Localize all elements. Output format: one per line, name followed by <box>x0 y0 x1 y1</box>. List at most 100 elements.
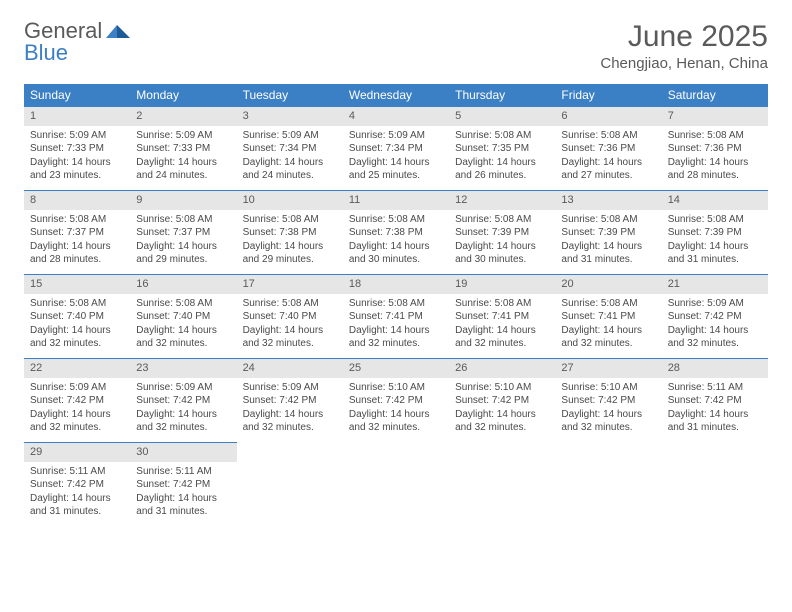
daylight-line: Daylight: 14 hours and 32 minutes. <box>455 408 549 435</box>
calendar-week-row: 1Sunrise: 5:09 AMSunset: 7:33 PMDaylight… <box>24 107 768 191</box>
day-number: 4 <box>343 107 449 126</box>
sunset-line: Sunset: 7:41 PM <box>349 310 443 324</box>
sunrise-line: Sunrise: 5:10 AM <box>349 381 443 395</box>
day-body: Sunrise: 5:08 AMSunset: 7:40 PMDaylight:… <box>237 294 343 355</box>
sunrise-line: Sunrise: 5:08 AM <box>30 297 124 311</box>
calendar-cell: 15Sunrise: 5:08 AMSunset: 7:40 PMDayligh… <box>24 275 130 359</box>
day-number: 21 <box>662 275 768 294</box>
daylight-line: Daylight: 14 hours and 24 minutes. <box>136 156 230 183</box>
sunrise-line: Sunrise: 5:08 AM <box>136 213 230 227</box>
sunset-line: Sunset: 7:42 PM <box>349 394 443 408</box>
day-body: Sunrise: 5:09 AMSunset: 7:34 PMDaylight:… <box>343 126 449 187</box>
calendar-cell: 14Sunrise: 5:08 AMSunset: 7:39 PMDayligh… <box>662 191 768 275</box>
sunset-line: Sunset: 7:41 PM <box>455 310 549 324</box>
day-number: 25 <box>343 359 449 378</box>
sunset-line: Sunset: 7:42 PM <box>561 394 655 408</box>
day-body: Sunrise: 5:08 AMSunset: 7:36 PMDaylight:… <box>662 126 768 187</box>
day-number: 27 <box>555 359 661 378</box>
logo-text: General Blue <box>24 20 102 64</box>
logo-word-blue: Blue <box>24 40 68 65</box>
calendar-cell: 18Sunrise: 5:08 AMSunset: 7:41 PMDayligh… <box>343 275 449 359</box>
day-body: Sunrise: 5:08 AMSunset: 7:41 PMDaylight:… <box>555 294 661 355</box>
calendar-week-row: 15Sunrise: 5:08 AMSunset: 7:40 PMDayligh… <box>24 275 768 359</box>
day-body: Sunrise: 5:09 AMSunset: 7:33 PMDaylight:… <box>24 126 130 187</box>
location-text: Chengjiao, Henan, China <box>600 55 768 72</box>
day-number: 23 <box>130 359 236 378</box>
day-number: 19 <box>449 275 555 294</box>
sunset-line: Sunset: 7:42 PM <box>30 478 124 492</box>
calendar-cell <box>555 443 661 527</box>
daylight-line: Daylight: 14 hours and 31 minutes. <box>30 492 124 519</box>
calendar-cell: 4Sunrise: 5:09 AMSunset: 7:34 PMDaylight… <box>343 107 449 191</box>
calendar-cell: 10Sunrise: 5:08 AMSunset: 7:38 PMDayligh… <box>237 191 343 275</box>
day-body: Sunrise: 5:09 AMSunset: 7:33 PMDaylight:… <box>130 126 236 187</box>
sunset-line: Sunset: 7:40 PM <box>136 310 230 324</box>
weekday-header: Friday <box>555 84 661 107</box>
day-number: 13 <box>555 191 661 210</box>
daylight-line: Daylight: 14 hours and 28 minutes. <box>668 156 762 183</box>
daylight-line: Daylight: 14 hours and 32 minutes. <box>561 324 655 351</box>
day-body: Sunrise: 5:08 AMSunset: 7:36 PMDaylight:… <box>555 126 661 187</box>
sunrise-line: Sunrise: 5:09 AM <box>243 129 337 143</box>
weekday-header: Sunday <box>24 84 130 107</box>
calendar-cell: 22Sunrise: 5:09 AMSunset: 7:42 PMDayligh… <box>24 359 130 443</box>
calendar-page: General Blue June 2025 Chengjiao, Henan,… <box>0 0 792 547</box>
day-body: Sunrise: 5:09 AMSunset: 7:42 PMDaylight:… <box>662 294 768 355</box>
day-body: Sunrise: 5:09 AMSunset: 7:42 PMDaylight:… <box>130 378 236 439</box>
day-body: Sunrise: 5:08 AMSunset: 7:35 PMDaylight:… <box>449 126 555 187</box>
sunrise-line: Sunrise: 5:08 AM <box>561 297 655 311</box>
sunset-line: Sunset: 7:41 PM <box>561 310 655 324</box>
day-body: Sunrise: 5:08 AMSunset: 7:40 PMDaylight:… <box>130 294 236 355</box>
calendar-week-row: 22Sunrise: 5:09 AMSunset: 7:42 PMDayligh… <box>24 359 768 443</box>
sunset-line: Sunset: 7:35 PM <box>455 142 549 156</box>
sunset-line: Sunset: 7:42 PM <box>136 478 230 492</box>
daylight-line: Daylight: 14 hours and 30 minutes. <box>349 240 443 267</box>
day-body: Sunrise: 5:08 AMSunset: 7:37 PMDaylight:… <box>24 210 130 271</box>
sunrise-line: Sunrise: 5:11 AM <box>668 381 762 395</box>
day-body: Sunrise: 5:08 AMSunset: 7:41 PMDaylight:… <box>449 294 555 355</box>
title-block: June 2025 Chengjiao, Henan, China <box>600 20 768 72</box>
day-number: 26 <box>449 359 555 378</box>
sunrise-line: Sunrise: 5:08 AM <box>561 129 655 143</box>
calendar-cell: 11Sunrise: 5:08 AMSunset: 7:38 PMDayligh… <box>343 191 449 275</box>
calendar-cell: 26Sunrise: 5:10 AMSunset: 7:42 PMDayligh… <box>449 359 555 443</box>
sunrise-line: Sunrise: 5:11 AM <box>136 465 230 479</box>
sunrise-line: Sunrise: 5:08 AM <box>561 213 655 227</box>
weekday-header: Tuesday <box>237 84 343 107</box>
calendar-cell <box>662 443 768 527</box>
day-body: Sunrise: 5:10 AMSunset: 7:42 PMDaylight:… <box>449 378 555 439</box>
calendar-cell: 1Sunrise: 5:09 AMSunset: 7:33 PMDaylight… <box>24 107 130 191</box>
day-body: Sunrise: 5:08 AMSunset: 7:41 PMDaylight:… <box>343 294 449 355</box>
sunset-line: Sunset: 7:42 PM <box>243 394 337 408</box>
daylight-line: Daylight: 14 hours and 25 minutes. <box>349 156 443 183</box>
weekday-header: Saturday <box>662 84 768 107</box>
sunset-line: Sunset: 7:34 PM <box>349 142 443 156</box>
calendar-cell: 25Sunrise: 5:10 AMSunset: 7:42 PMDayligh… <box>343 359 449 443</box>
sunrise-line: Sunrise: 5:08 AM <box>30 213 124 227</box>
daylight-line: Daylight: 14 hours and 32 minutes. <box>668 324 762 351</box>
sunset-line: Sunset: 7:34 PM <box>243 142 337 156</box>
calendar-cell: 30Sunrise: 5:11 AMSunset: 7:42 PMDayligh… <box>130 443 236 527</box>
day-number: 30 <box>130 443 236 462</box>
day-number: 5 <box>449 107 555 126</box>
day-number: 8 <box>24 191 130 210</box>
daylight-line: Daylight: 14 hours and 32 minutes. <box>243 408 337 435</box>
calendar-cell: 7Sunrise: 5:08 AMSunset: 7:36 PMDaylight… <box>662 107 768 191</box>
day-number: 20 <box>555 275 661 294</box>
calendar-cell: 9Sunrise: 5:08 AMSunset: 7:37 PMDaylight… <box>130 191 236 275</box>
calendar-cell: 8Sunrise: 5:08 AMSunset: 7:37 PMDaylight… <box>24 191 130 275</box>
sunset-line: Sunset: 7:38 PM <box>349 226 443 240</box>
calendar-week-row: 8Sunrise: 5:08 AMSunset: 7:37 PMDaylight… <box>24 191 768 275</box>
sunset-line: Sunset: 7:42 PM <box>668 310 762 324</box>
sunrise-line: Sunrise: 5:09 AM <box>136 129 230 143</box>
sunrise-line: Sunrise: 5:08 AM <box>243 213 337 227</box>
sunset-line: Sunset: 7:36 PM <box>668 142 762 156</box>
header: General Blue June 2025 Chengjiao, Henan,… <box>24 20 768 72</box>
sunset-line: Sunset: 7:39 PM <box>668 226 762 240</box>
sunset-line: Sunset: 7:37 PM <box>30 226 124 240</box>
sunset-line: Sunset: 7:37 PM <box>136 226 230 240</box>
day-body: Sunrise: 5:08 AMSunset: 7:38 PMDaylight:… <box>237 210 343 271</box>
calendar-body: 1Sunrise: 5:09 AMSunset: 7:33 PMDaylight… <box>24 107 768 527</box>
calendar-cell: 23Sunrise: 5:09 AMSunset: 7:42 PMDayligh… <box>130 359 236 443</box>
day-body: Sunrise: 5:10 AMSunset: 7:42 PMDaylight:… <box>555 378 661 439</box>
